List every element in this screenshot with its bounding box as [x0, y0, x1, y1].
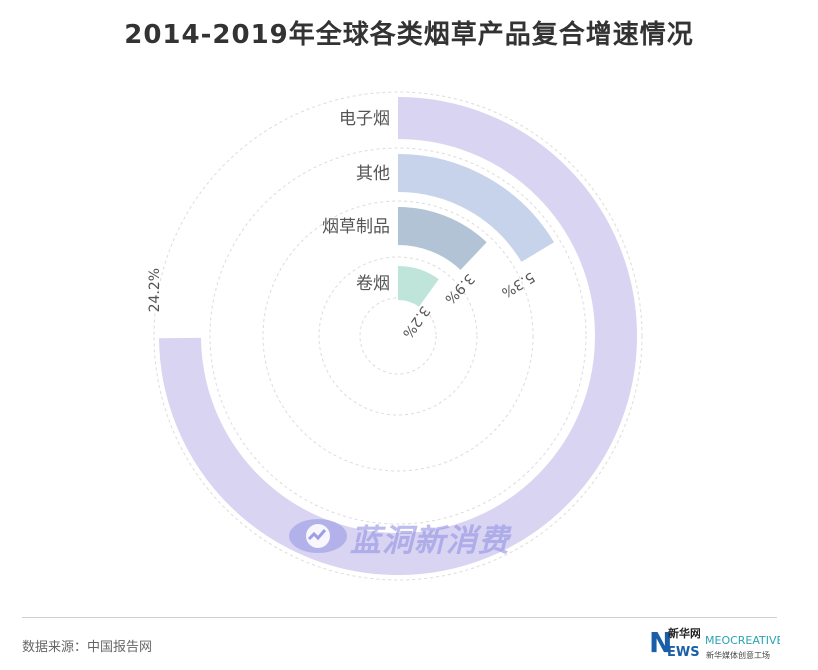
svg-text:EWS: EWS [667, 645, 700, 660]
bar-2 [397, 207, 487, 271]
svg-text:N: N [649, 626, 672, 659]
eye-icon [289, 519, 347, 553]
svg-text:MEOCREATIVE: MEOCREATIVE [705, 634, 780, 647]
gridlines [153, 91, 643, 581]
svg-text:新华媒体创意工场: 新华媒体创意工场 [706, 650, 770, 660]
bar-1 [397, 154, 555, 263]
category-label: 烟草制品 [322, 217, 390, 237]
bar-0 [159, 97, 637, 575]
category-label: 其他 [356, 164, 390, 184]
category-label: 电子烟 [339, 109, 390, 129]
meo-creative-logo: MEOCREATIVE 新华媒体创意工场 [704, 628, 784, 662]
svg-text:新华网: 新华网 [668, 626, 700, 640]
bar-3 [397, 266, 439, 308]
value-label: 3.2% [399, 303, 433, 341]
watermark-text: 蓝洞新消费 [350, 523, 510, 559]
grid-circle [262, 200, 534, 472]
source-note: 数据来源：中国报告网 [22, 640, 153, 655]
grid-circle [318, 256, 478, 416]
footer-divider [22, 617, 777, 618]
grid-circle [153, 91, 643, 581]
bars [159, 97, 637, 575]
value-label: 3.9% [441, 270, 477, 307]
grid-circle [209, 147, 587, 525]
xinhua-news-logo: N 新华网 EWS [648, 622, 701, 662]
category-label: 卷烟 [356, 274, 390, 294]
grid-circle [359, 297, 437, 375]
watermark: 蓝洞新消费 [288, 512, 558, 562]
chart-title: 2014-2019年全球各类烟草产品复合增速情况 [124, 20, 694, 50]
value-label: 24.2% [147, 268, 163, 312]
